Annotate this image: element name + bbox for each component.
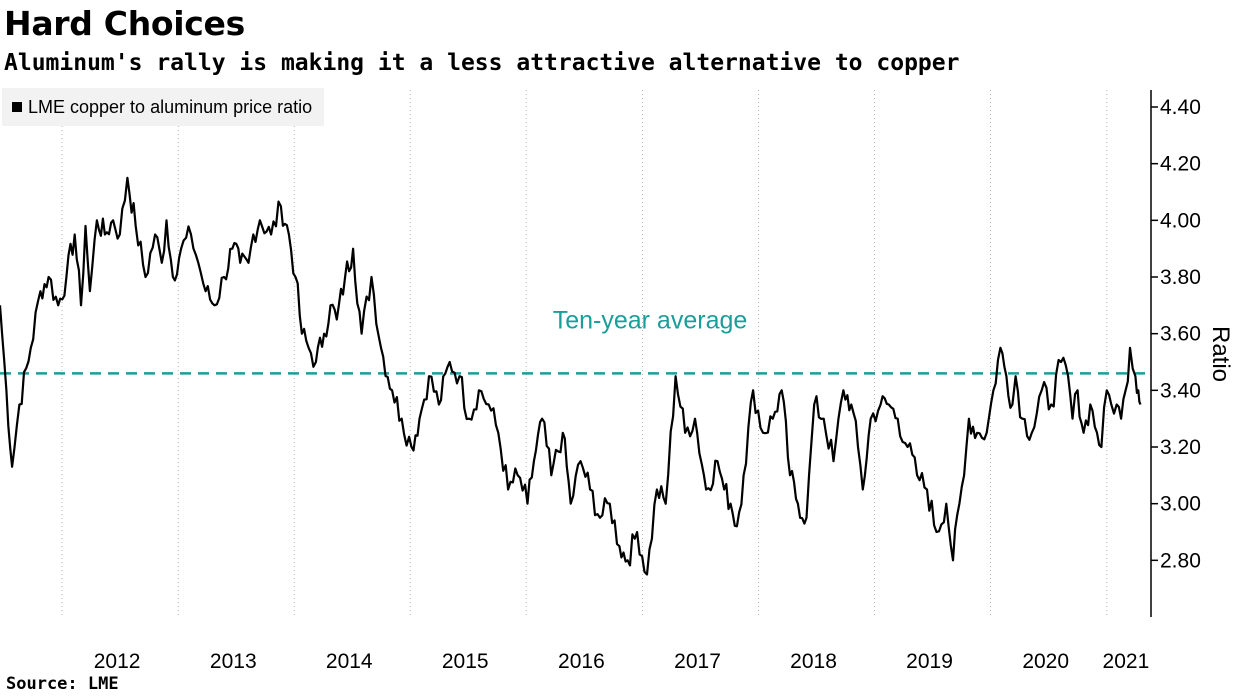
x-tick-label: 2019 <box>906 650 953 673</box>
x-tick-label: 2021 <box>1103 650 1150 673</box>
y-tick-label: 3.00 <box>1160 493 1201 516</box>
legend: LME copper to aluminum price ratio <box>2 88 325 126</box>
y-tick-label: 3.20 <box>1160 436 1201 459</box>
source-note: Source: LME <box>6 674 119 694</box>
y-axis-label: Ratio <box>1207 326 1234 382</box>
y-tick-label: 3.80 <box>1160 266 1201 289</box>
x-axis-ticks: 2012 2013 2014 2015 2016 2017 2018 2019 2020 2021 <box>94 650 1150 673</box>
y-tick-label: 4.40 <box>1160 96 1201 119</box>
series-line-copper-aluminum-ratio <box>0 176 1142 576</box>
x-tick-label: 2014 <box>326 650 373 673</box>
x-tick-label: 2015 <box>442 650 489 673</box>
y-axis-ticks: 2.80 3.00 3.20 3.40 3.60 3.80 4.00 4.20 4.40 <box>1151 96 1201 572</box>
x-tick-label: 2012 <box>94 650 141 673</box>
chart-title: Hard Choices <box>4 4 245 43</box>
y-tick-label: 2.80 <box>1160 549 1201 572</box>
y-tick-label: 3.60 <box>1160 323 1201 346</box>
y-tick-label: 4.20 <box>1160 153 1201 176</box>
x-tick-label: 2013 <box>210 650 257 673</box>
x-tick-label: 2020 <box>1022 650 1069 673</box>
y-tick-label: 3.40 <box>1160 379 1201 402</box>
x-tick-label: 2018 <box>790 650 837 673</box>
y-tick-label: 4.00 <box>1160 209 1201 232</box>
legend-swatch <box>12 102 22 112</box>
ten-year-average-label: Ten-year average <box>553 306 748 334</box>
x-tick-label: 2016 <box>558 650 605 673</box>
x-tick-label: 2017 <box>674 650 721 673</box>
legend-label: LME copper to aluminum price ratio <box>28 96 313 117</box>
chart-subtitle: Aluminum's rally is making it a less att… <box>4 50 960 76</box>
